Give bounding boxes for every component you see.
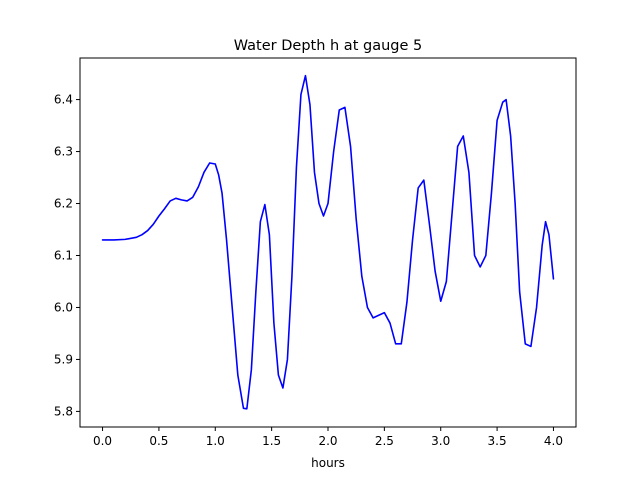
series-line-0 — [101, 74, 555, 410]
y-tick-label: 6.1 — [54, 248, 73, 262]
plot-area: 0.0 0.5 1.0 1.5 2.0 2.5 3.0 3.5 4.0 5.8 5.9 6.0 6.1 6… — [54, 57, 577, 448]
x-tick-label: 3.5 — [488, 434, 507, 448]
x-tick-label: 0.0 — [93, 434, 112, 448]
x-tick-label: 1.5 — [262, 434, 281, 448]
x-tick-label: 1.0 — [206, 434, 225, 448]
y-tick-label: 6.3 — [54, 145, 73, 159]
y-tick-label: 6.0 — [54, 300, 73, 314]
x-tick-label: 2.0 — [318, 434, 337, 448]
y-tick-label: 6.2 — [54, 197, 73, 211]
x-tick-label: 3.0 — [431, 434, 450, 448]
y-tick-label: 5.8 — [54, 404, 73, 418]
y-tick-label: 5.9 — [54, 352, 73, 366]
y-tick-label: 6.4 — [54, 93, 73, 107]
x-tick-label: 4.0 — [544, 434, 563, 448]
chart-title: Water Depth h at gauge 5 — [234, 38, 422, 54]
x-axis-title: hours — [311, 456, 345, 470]
x-tick-label: 2.5 — [375, 434, 394, 448]
x-tick-label: 0.5 — [149, 434, 168, 448]
